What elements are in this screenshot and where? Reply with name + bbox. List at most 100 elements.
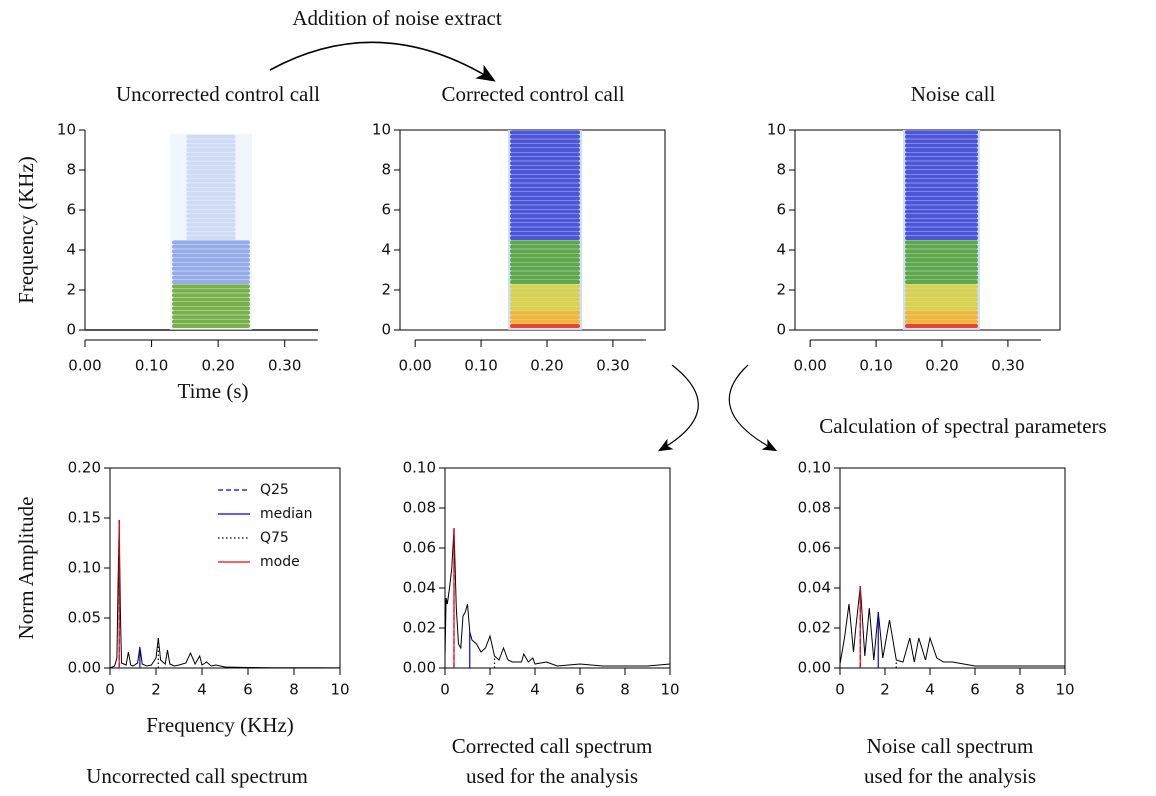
spectrogram-band <box>510 170 580 174</box>
spectrogram-band <box>186 161 236 166</box>
arrow <box>657 364 699 452</box>
legend-label: mode <box>260 554 300 570</box>
spectrogram-band <box>510 236 580 240</box>
spectrogram-band <box>510 271 580 276</box>
spectrogram-band <box>172 297 250 302</box>
spectrogram-band <box>186 214 236 218</box>
legend-label: Q75 <box>260 530 289 546</box>
x-tick-label: 0 <box>835 681 845 699</box>
spectrogram-band <box>510 134 580 139</box>
y-tick-label: 0.04 <box>403 579 436 597</box>
spectrogram-band <box>186 205 236 210</box>
spectrogram-band <box>905 139 978 144</box>
x-tick-label: 2 <box>151 681 161 699</box>
x-tick-label: 4 <box>925 681 935 699</box>
spectrogram-band <box>510 174 580 179</box>
spectrogram-band <box>905 134 978 139</box>
panel-title: used for the analysis <box>864 764 1036 788</box>
spectrogram-band <box>510 315 580 320</box>
x-tick-label: 0.10 <box>464 357 497 375</box>
spectrogram-band <box>510 183 580 188</box>
spectrogram-bg <box>170 134 252 330</box>
spectrogram-band <box>905 310 978 315</box>
spectrogram-band <box>186 143 236 148</box>
spectrogram-band <box>510 275 580 280</box>
spectrogram-band <box>510 306 580 311</box>
spectrogram-band <box>905 253 978 258</box>
x-tick-label: 0.30 <box>596 357 629 375</box>
spectrogram-band <box>905 192 978 196</box>
spectrogram-band <box>172 319 250 324</box>
spectrogram-band <box>186 178 236 183</box>
panel-title: used for the analysis <box>466 764 638 788</box>
spectrogram-band <box>510 258 580 262</box>
plot-frame <box>444 467 671 669</box>
y-tick-label: 6 <box>776 201 786 219</box>
spectrogram-band <box>186 174 236 179</box>
spectrogram-band <box>510 222 580 227</box>
spectrogram-band <box>186 187 236 192</box>
spectrogram-band <box>510 231 580 236</box>
spectrogram-band <box>172 324 250 328</box>
y-tick-label: 8 <box>381 161 391 179</box>
spectrogram-band <box>172 266 250 271</box>
spectrogram-band <box>905 183 978 188</box>
panel-title: Uncorrected call spectrum <box>86 764 308 788</box>
spectrogram-band <box>172 271 250 276</box>
spectrogram-band <box>172 280 250 284</box>
spectrogram-band <box>186 222 236 227</box>
spectrogram-band <box>905 315 978 320</box>
spectrogram-band <box>905 209 978 214</box>
spectrogram-band <box>186 139 236 144</box>
spectrogram-band <box>905 200 978 205</box>
spectrogram-band <box>172 302 250 306</box>
spectrogram-band <box>186 134 236 139</box>
x-tick-label: 10 <box>1055 681 1074 699</box>
x-tick-label: 0 <box>440 681 450 699</box>
spectrogram-band <box>905 262 978 267</box>
annotation: Calculation of spectral parameters <box>819 414 1106 438</box>
legend-label: median <box>260 506 312 522</box>
panel-title: Noise call <box>911 82 996 106</box>
y-tick-label: 8 <box>776 161 786 179</box>
spectrogram-band <box>905 284 978 289</box>
spectrogram-band <box>510 196 580 201</box>
spectrogram-band <box>510 262 580 267</box>
spectrogram-band <box>905 231 978 236</box>
x-tick-label: 0.20 <box>530 357 563 375</box>
y-tick-label: 0.04 <box>798 579 831 597</box>
x-tick-label: 8 <box>1015 681 1025 699</box>
spectrogram-band <box>510 156 580 161</box>
x-tick-label: 2 <box>485 681 495 699</box>
spectrogram-band <box>186 209 236 214</box>
spectrogram-band <box>905 174 978 179</box>
arrow <box>269 41 496 82</box>
spectrogram-band <box>905 178 978 183</box>
spectrogram-band <box>186 183 236 188</box>
spectrogram-band <box>510 227 580 232</box>
spectrogram-band <box>186 148 236 152</box>
spectrogram-band <box>905 165 978 170</box>
panel-title: Uncorrected control call <box>116 82 320 106</box>
x-tick-label: 6 <box>970 681 980 699</box>
spectrogram-band <box>510 302 580 306</box>
spectrogram-band <box>510 214 580 218</box>
x-tick-label: 4 <box>530 681 540 699</box>
spectrogram-band <box>186 196 236 201</box>
x-tick-label: 0 <box>105 681 115 699</box>
spectrogram-band <box>186 227 236 232</box>
y-tick-label: 4 <box>776 241 786 259</box>
spectrogram-band <box>905 266 978 271</box>
spectrogram-band <box>510 130 580 135</box>
annotation: Addition of noise extract <box>292 6 502 30</box>
spectrogram-band <box>172 244 250 249</box>
arrow <box>728 364 778 452</box>
spectrogram-band <box>186 152 236 157</box>
spectrogram-band <box>905 161 978 166</box>
spectrogram-band <box>186 156 236 161</box>
spectrogram-band <box>186 236 236 240</box>
spectrogram-band <box>510 293 580 298</box>
spectrogram-band <box>510 310 580 315</box>
spectrogram-band <box>905 240 978 245</box>
y-tick-label: 6 <box>66 201 76 219</box>
